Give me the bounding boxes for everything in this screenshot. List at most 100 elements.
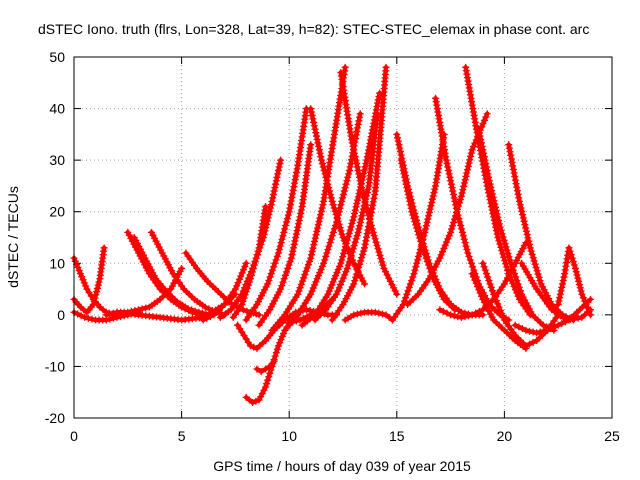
- data-point: [259, 370, 263, 374]
- data-point: [550, 308, 554, 312]
- data-point: [137, 313, 141, 317]
- data-series-21: [311, 110, 381, 324]
- data-point: [268, 308, 272, 312]
- data-point: [442, 297, 446, 301]
- data-point: [296, 292, 300, 296]
- data-point: [304, 107, 308, 111]
- data-point: [449, 230, 453, 234]
- data-series-39: [511, 295, 594, 337]
- data-point: [326, 292, 330, 296]
- data-point: [513, 339, 517, 343]
- data-points: [70, 63, 594, 407]
- data-point: [520, 261, 524, 265]
- x-tick-label: 10: [281, 428, 297, 444]
- data-point: [251, 401, 255, 405]
- data-point: [399, 158, 403, 162]
- data-point: [498, 225, 502, 229]
- data-point: [496, 236, 500, 239]
- data-point: [85, 310, 89, 314]
- data-series-31: [404, 110, 491, 309]
- data-series-24: [337, 68, 401, 298]
- data-point: [212, 313, 216, 317]
- data-point: [126, 230, 130, 234]
- data-point: [573, 266, 577, 270]
- data-point: [257, 323, 261, 327]
- data-point: [528, 246, 532, 250]
- data-point: [268, 364, 272, 368]
- data-point: [287, 321, 291, 325]
- data-point: [319, 308, 323, 312]
- data-point: [283, 313, 287, 317]
- data-point: [423, 230, 427, 234]
- data-point: [343, 318, 347, 322]
- data-point: [91, 303, 95, 307]
- data-point: [356, 230, 360, 234]
- data-point: [350, 138, 354, 142]
- data-point: [513, 333, 517, 337]
- data-point: [492, 297, 496, 301]
- data-point: [309, 292, 313, 296]
- data-point: [184, 251, 188, 255]
- series-trace: [519, 261, 593, 323]
- data-point: [270, 328, 274, 332]
- data-point: [147, 305, 151, 309]
- data-point: [94, 318, 98, 322]
- y-axis-label: dSTEC / TECUs: [5, 186, 21, 288]
- data-point: [296, 163, 300, 167]
- data-point: [588, 313, 592, 317]
- data-point: [242, 333, 246, 337]
- data-point: [539, 282, 543, 286]
- data-point: [524, 241, 528, 245]
- data-point: [406, 303, 410, 307]
- data-point: [341, 303, 345, 307]
- data-point: [339, 70, 343, 74]
- data-point: [182, 287, 186, 291]
- data-point: [236, 323, 240, 327]
- data-series-40: [518, 259, 594, 324]
- data-point: [470, 272, 474, 276]
- data-point: [143, 256, 147, 260]
- data-point: [326, 313, 330, 317]
- data-point: [132, 236, 136, 239]
- data-point: [255, 346, 259, 350]
- data-point: [427, 277, 431, 281]
- data-point: [565, 318, 569, 322]
- data-series-25: [341, 308, 396, 324]
- data-point: [545, 328, 549, 332]
- data-point: [410, 210, 414, 214]
- data-point: [459, 310, 463, 314]
- data-point: [244, 395, 248, 399]
- data-point: [309, 143, 313, 147]
- data-point: [309, 107, 313, 111]
- y-tick-label: 0: [57, 307, 65, 323]
- data-point: [481, 313, 485, 317]
- data-point: [264, 367, 268, 371]
- data-point: [296, 313, 300, 317]
- data-point: [401, 303, 405, 307]
- data-point: [218, 315, 222, 319]
- data-point: [453, 308, 457, 312]
- data-point: [588, 308, 592, 312]
- data-point: [365, 158, 369, 162]
- data-point: [104, 318, 108, 322]
- data-series-37: [436, 239, 530, 321]
- data-point: [481, 297, 485, 301]
- data-point: [201, 318, 205, 322]
- data-point: [535, 339, 539, 343]
- data-point: [257, 398, 261, 402]
- data-series-17: [255, 141, 315, 329]
- y-tick-label: 30: [49, 152, 65, 168]
- data-point: [78, 272, 82, 276]
- data-point: [502, 328, 506, 332]
- data-point: [330, 318, 334, 322]
- data-point: [330, 199, 334, 203]
- data-point: [240, 303, 244, 307]
- data-series-26: [285, 295, 336, 327]
- data-series-7: [147, 228, 229, 319]
- data-point: [154, 277, 158, 281]
- data-point: [438, 308, 442, 312]
- data-point: [229, 308, 233, 312]
- data-point: [205, 279, 209, 283]
- data-point: [412, 272, 416, 276]
